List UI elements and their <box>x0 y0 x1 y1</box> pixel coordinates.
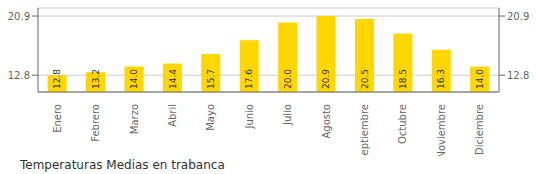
svg-text:Agosto: Agosto <box>321 104 332 139</box>
html-text:Temperaturas Medias en trabanc: Temperaturas Medias en trabanca <box>20 158 225 172</box>
svg-text:17.6: 17.6 <box>244 69 254 89</box>
svg-text:12.8: 12.8 <box>8 70 30 81</box>
svg-text:18.5: 18.5 <box>398 69 408 89</box>
svg-text:Enero: Enero <box>52 104 63 133</box>
svg-text:Mayo: Mayo <box>205 104 216 131</box>
svg-text:14.0: 14.0 <box>129 69 139 89</box>
svg-text:20.9: 20.9 <box>8 11 30 22</box>
svg-text:20.9: 20.9 <box>507 11 529 22</box>
svg-text:14.0: 14.0 <box>475 69 485 89</box>
svg-text:20.0: 20.0 <box>283 69 293 89</box>
svg-text:Octubre: Octubre <box>397 104 408 144</box>
svg-text:Noviembre: Noviembre <box>436 104 447 156</box>
svg-text:16.3: 16.3 <box>436 69 446 89</box>
svg-text:15.7: 15.7 <box>206 69 216 89</box>
svg-text:20.9: 20.9 <box>321 69 331 89</box>
svg-text:Junio: Junio <box>244 104 255 130</box>
svg-text:Julio: Julio <box>282 104 293 126</box>
svg-text:13.2: 13.2 <box>91 69 101 89</box>
svg-text:Marzo: Marzo <box>129 104 140 134</box>
svg-text:12.8: 12.8 <box>507 70 529 81</box>
svg-text:20.5: 20.5 <box>360 69 370 89</box>
svg-text:Diciembre: Diciembre <box>474 104 485 155</box>
svg-text:12.8: 12.8 <box>52 69 62 89</box>
svg-text:Septiembre: Septiembre <box>359 104 370 156</box>
svg-text:14.4: 14.4 <box>168 69 178 89</box>
svg-text:Febrero: Febrero <box>90 104 101 142</box>
svg-text:Abril: Abril <box>167 104 178 127</box>
